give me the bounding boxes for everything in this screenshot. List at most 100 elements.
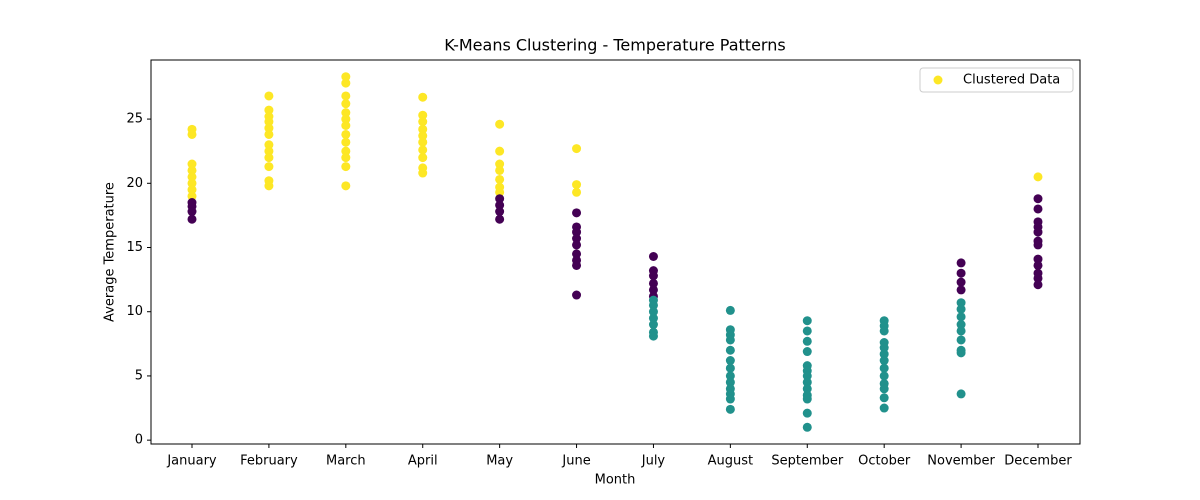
point — [725, 371, 735, 381]
point — [495, 165, 505, 175]
point — [341, 78, 351, 88]
point — [956, 348, 966, 358]
point — [572, 240, 582, 250]
y-tick-label: 10 — [126, 304, 143, 319]
point — [802, 377, 812, 387]
point — [956, 268, 966, 278]
point — [572, 249, 582, 259]
point — [1033, 273, 1043, 283]
x-tick-label: April — [408, 454, 438, 469]
point — [648, 331, 658, 341]
point — [802, 384, 812, 394]
point — [572, 234, 582, 244]
point — [725, 345, 735, 355]
point — [418, 153, 428, 163]
point — [648, 320, 658, 330]
x-tick-label: July — [641, 454, 666, 469]
point — [648, 300, 658, 310]
point — [495, 187, 505, 197]
point — [648, 278, 658, 288]
point — [725, 335, 735, 345]
point — [495, 194, 505, 204]
point — [572, 187, 582, 197]
point — [1033, 280, 1043, 290]
legend-marker — [933, 75, 943, 85]
point — [264, 129, 274, 139]
point — [418, 117, 428, 127]
x-axis-label: Month — [595, 473, 636, 488]
point — [956, 320, 966, 330]
point — [341, 181, 351, 191]
chart-title: K-Means Clustering - Temperature Pattern… — [444, 36, 785, 55]
point — [956, 326, 966, 336]
point — [802, 347, 812, 357]
point — [802, 316, 812, 326]
point — [725, 363, 735, 373]
point — [495, 200, 505, 210]
point — [418, 131, 428, 141]
point — [648, 285, 658, 295]
point — [725, 394, 735, 404]
point — [264, 123, 274, 133]
point — [187, 214, 197, 224]
point — [725, 404, 735, 414]
x-tick-label: October — [858, 454, 911, 469]
point — [648, 307, 658, 317]
point — [187, 207, 197, 217]
point — [648, 271, 658, 281]
point — [495, 207, 505, 217]
point — [802, 408, 812, 418]
point — [956, 285, 966, 295]
point — [495, 174, 505, 184]
point — [879, 363, 889, 373]
x-tick-label: August — [708, 454, 754, 469]
point — [956, 304, 966, 314]
point — [187, 178, 197, 188]
point — [1033, 194, 1043, 204]
point — [879, 326, 889, 336]
point — [264, 140, 274, 150]
point — [956, 277, 966, 287]
point — [418, 145, 428, 155]
point — [725, 377, 735, 387]
point — [1033, 227, 1043, 237]
point — [802, 394, 812, 404]
point — [1033, 254, 1043, 264]
y-tick-label: 15 — [126, 240, 143, 255]
point — [187, 165, 197, 175]
point — [802, 422, 812, 432]
point — [418, 168, 428, 178]
point — [264, 181, 274, 191]
point — [879, 343, 889, 353]
point — [956, 258, 966, 268]
point — [418, 92, 428, 102]
point — [418, 124, 428, 134]
point — [418, 110, 428, 120]
point — [572, 180, 582, 190]
point — [187, 185, 197, 195]
point — [264, 91, 274, 101]
point — [572, 260, 582, 270]
x-tick-label: March — [326, 454, 366, 469]
point — [264, 117, 274, 127]
point — [341, 129, 351, 139]
point — [572, 290, 582, 300]
point — [264, 153, 274, 163]
point — [264, 146, 274, 156]
x-tick-label: December — [1004, 454, 1072, 469]
point — [802, 336, 812, 346]
y-tick-label: 5 — [135, 368, 143, 383]
point — [264, 162, 274, 172]
point — [264, 105, 274, 115]
point — [802, 326, 812, 336]
point — [802, 371, 812, 381]
point — [495, 159, 505, 169]
point — [341, 137, 351, 147]
y-tick-label: 25 — [126, 112, 143, 127]
legend-label: Clustered Data — [963, 73, 1060, 88]
point — [572, 227, 582, 237]
plot-frame — [150, 59, 1081, 445]
point — [879, 393, 889, 403]
point — [725, 356, 735, 366]
y-axis-label: Average Temperature — [103, 182, 118, 322]
